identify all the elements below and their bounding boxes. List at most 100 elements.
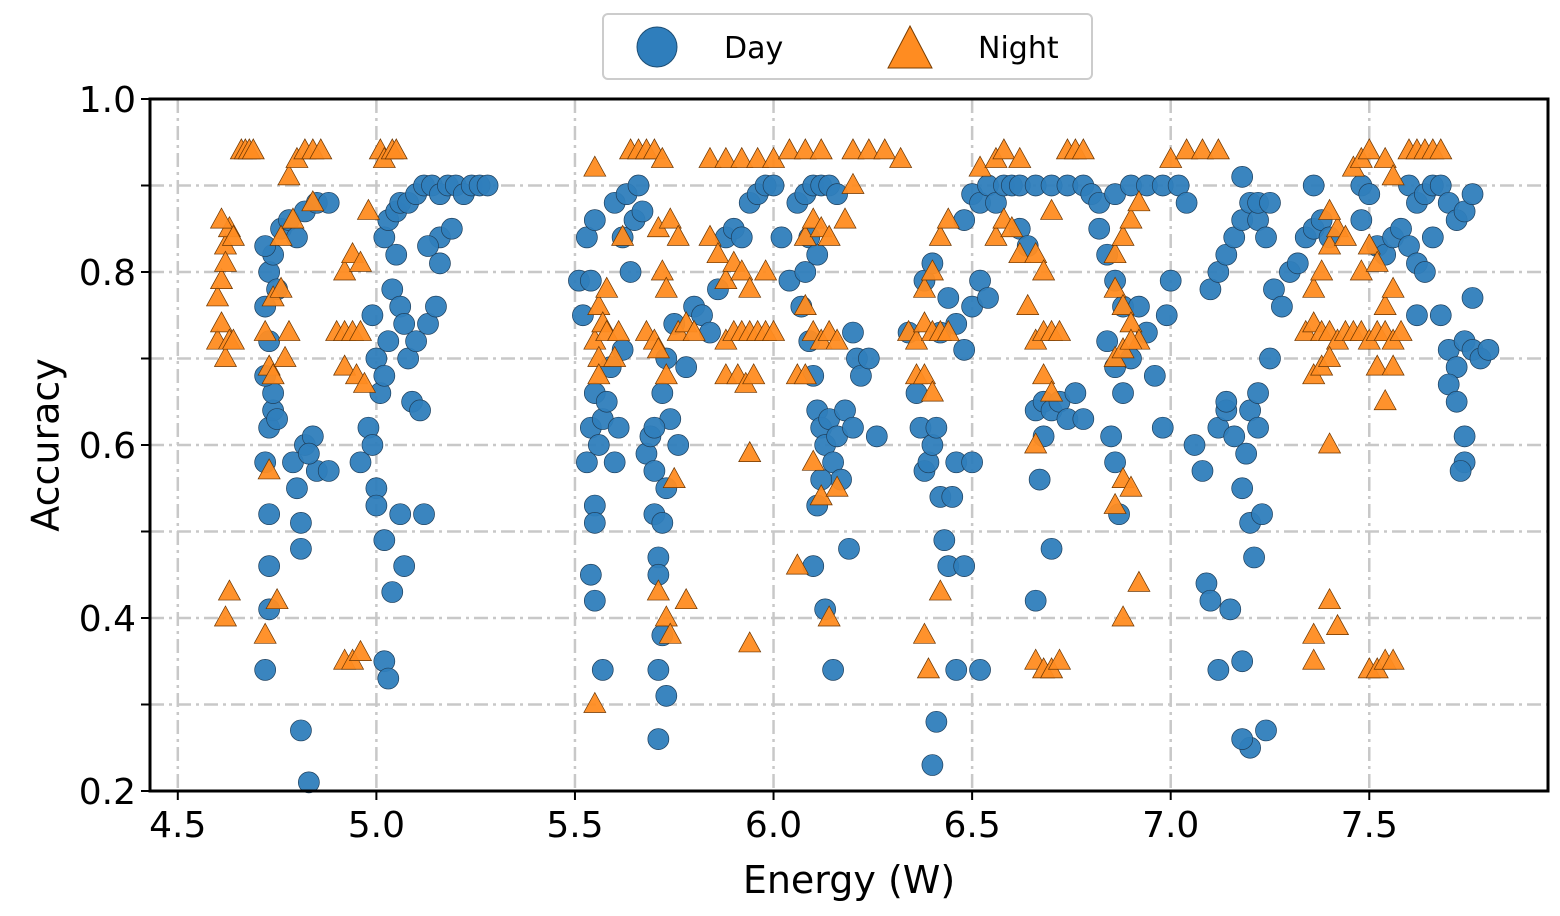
night-point — [587, 293, 611, 315]
night-point — [1047, 319, 1072, 341]
night-point — [213, 345, 238, 367]
day-point — [675, 356, 698, 378]
day-point — [858, 347, 880, 370]
night-point — [1357, 233, 1381, 255]
night-point — [1429, 138, 1453, 160]
night-point — [1333, 224, 1358, 246]
night-point — [1174, 138, 1199, 160]
night-point — [1032, 259, 1056, 281]
day-point — [651, 511, 674, 534]
day-point — [925, 416, 948, 439]
day-point — [413, 503, 435, 526]
night-point — [920, 259, 944, 281]
day-point — [1175, 191, 1198, 214]
day-point — [933, 529, 956, 552]
night-point — [646, 579, 670, 601]
day-point — [254, 235, 277, 257]
night-point — [265, 587, 289, 610]
night-point — [1008, 146, 1032, 168]
night-point — [1111, 293, 1135, 315]
night-point — [277, 164, 301, 186]
night-point — [1317, 587, 1342, 610]
night-point — [777, 138, 802, 160]
night-point — [257, 458, 281, 480]
day-point — [425, 295, 447, 318]
night-point — [1000, 216, 1024, 238]
night-point — [209, 267, 234, 289]
day-point — [1215, 390, 1238, 413]
day-point — [1461, 183, 1484, 205]
day-point — [937, 287, 960, 309]
night-point — [825, 328, 849, 350]
night-point — [281, 207, 305, 229]
night-point — [1317, 345, 1342, 367]
day-point — [826, 183, 848, 205]
day-point — [373, 529, 396, 552]
x-tick-label: 5.5 — [546, 805, 603, 846]
x-tick-label: 6.5 — [943, 805, 1000, 846]
night-point — [1302, 276, 1326, 298]
day-point — [258, 555, 280, 577]
night-point — [607, 319, 631, 341]
day-point — [1247, 382, 1269, 404]
day-point — [1429, 304, 1452, 327]
day-point — [409, 399, 431, 422]
night-point — [277, 319, 301, 341]
night-point — [611, 224, 635, 246]
day-point — [595, 390, 618, 413]
day-point — [655, 684, 678, 707]
day-point — [603, 451, 626, 474]
day-point — [286, 477, 308, 500]
night-point — [674, 587, 698, 610]
night-point — [1016, 293, 1040, 315]
night-point — [1389, 319, 1413, 341]
day-point — [647, 659, 670, 681]
day-point — [1143, 364, 1166, 387]
day-point — [377, 330, 400, 353]
day-point — [794, 261, 817, 283]
night-point — [1024, 241, 1048, 264]
night-point — [698, 224, 722, 246]
night-point — [1373, 389, 1397, 411]
night-point — [1317, 432, 1342, 454]
x-tick-label: 4.5 — [149, 805, 206, 846]
series-night — [205, 138, 1453, 713]
night-point — [1190, 138, 1215, 160]
night-point — [698, 146, 722, 168]
day-point — [1159, 269, 1182, 292]
day-point — [1251, 503, 1273, 526]
night-point — [348, 639, 373, 661]
day-point — [381, 581, 404, 603]
night-point — [1365, 354, 1389, 376]
night-point — [1302, 648, 1326, 670]
day-point — [587, 434, 610, 456]
day-point — [317, 460, 340, 482]
day-point — [1183, 434, 1206, 456]
day-point — [1247, 416, 1269, 439]
night-point — [654, 363, 678, 385]
night-point — [1127, 190, 1151, 212]
night-point — [658, 622, 682, 644]
night-point — [1008, 241, 1032, 264]
night-point — [1381, 354, 1405, 376]
day-point — [1231, 477, 1254, 500]
day-point — [1155, 304, 1178, 327]
day-point — [730, 226, 753, 249]
night-point — [912, 363, 937, 385]
night-point — [603, 345, 627, 367]
day-point — [925, 710, 948, 733]
day-point — [365, 494, 388, 517]
day-point — [1449, 460, 1472, 482]
night-point — [793, 138, 817, 160]
night-point — [1071, 138, 1095, 160]
day-point — [1199, 589, 1222, 612]
night-point — [309, 138, 333, 160]
night-point — [213, 605, 238, 627]
night-point — [761, 319, 786, 341]
night-point — [730, 146, 754, 168]
legend-night-label: Night — [978, 31, 1059, 66]
night-point — [1317, 198, 1342, 220]
night-point — [1032, 363, 1056, 385]
day-point — [770, 226, 793, 249]
y-tick-label: 1.0 — [79, 80, 136, 121]
